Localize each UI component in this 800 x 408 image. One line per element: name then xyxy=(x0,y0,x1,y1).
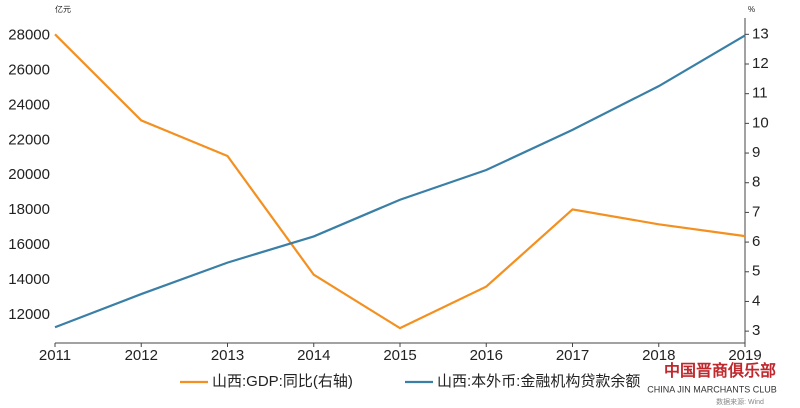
y2-tick-label: 12 xyxy=(752,55,769,72)
y-unit: 亿元 xyxy=(55,4,71,14)
y-tick-label: 14000 xyxy=(8,271,50,288)
y2-tick-label: 4 xyxy=(752,292,760,309)
series-line xyxy=(54,34,746,329)
series-line xyxy=(54,33,746,330)
y-tick-label: 16000 xyxy=(8,236,50,253)
y2-tick-label: 3 xyxy=(752,322,760,339)
y2-tick-label: 7 xyxy=(752,203,760,220)
x-tick-label: 2012 xyxy=(125,347,158,364)
y2-unit: % xyxy=(748,5,755,14)
x-tick-label: 2016 xyxy=(470,347,503,364)
watermark-subtitle: CHINA JIN MARCHANTS CLUB xyxy=(647,384,777,394)
y-tick-label: 24000 xyxy=(8,96,50,113)
source: 数据来源: Wind xyxy=(716,397,764,406)
y2-tick-label: 9 xyxy=(752,144,760,161)
y2-tick-label: 8 xyxy=(752,174,760,191)
y2-tick-label: 11 xyxy=(752,85,768,102)
y-tick-label: 12000 xyxy=(8,306,50,323)
watermark-title: 中国晋商俱乐部 xyxy=(664,361,776,380)
y-tick-label: 18000 xyxy=(8,201,50,218)
x-tick-label: 2011 xyxy=(39,347,71,364)
x-tick-label: 2013 xyxy=(211,347,244,364)
y2-tick-label: 6 xyxy=(752,233,760,250)
y-tick-label: 28000 xyxy=(8,26,50,43)
y2-tick-label: 13 xyxy=(752,25,769,42)
y2-tick-label: 10 xyxy=(752,114,769,131)
x-tick-label: 2018 xyxy=(642,347,675,364)
x-tick-label: 2017 xyxy=(556,347,589,364)
x-tick-label: 2014 xyxy=(297,347,330,364)
x-tick-label: 2015 xyxy=(383,347,416,364)
y-tick-label: 20000 xyxy=(8,166,50,183)
legend-label: 山西:GDP:同比(右轴) xyxy=(212,373,353,390)
y-tick-label: 22000 xyxy=(8,131,50,148)
y-tick-label: 26000 xyxy=(8,61,50,78)
y2-tick-label: 5 xyxy=(752,263,760,280)
legend-label: 山西:本外币:金融机构贷款余额 xyxy=(437,372,640,390)
x-tick-label: 2019 xyxy=(728,347,761,364)
